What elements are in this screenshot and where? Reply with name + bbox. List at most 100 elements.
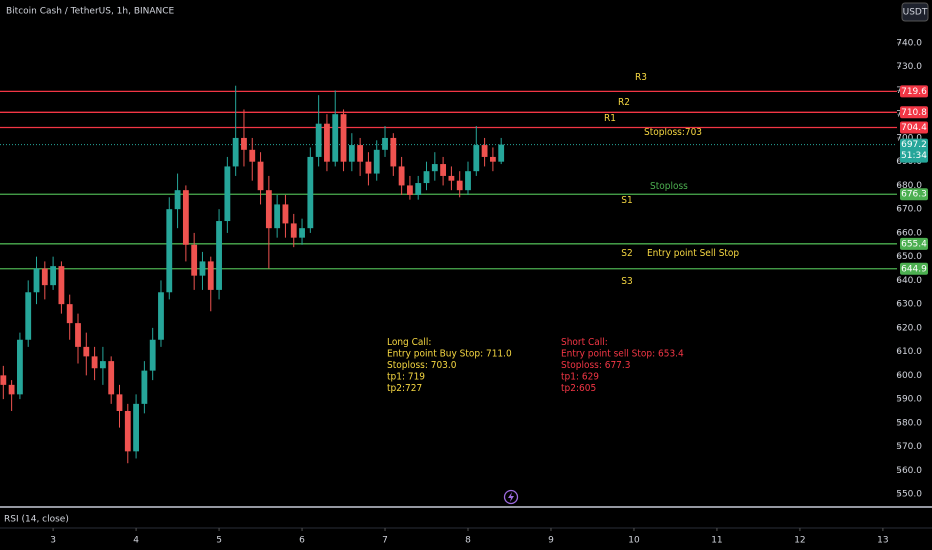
y-tick-label: 590.0 (896, 395, 922, 405)
call-note: Entry point sell Stop: 653.4 (561, 349, 684, 360)
level-note: Stoploss (650, 181, 688, 192)
price-label: 644.9 (901, 264, 927, 274)
x-tick-label: 13 (877, 536, 888, 546)
y-tick-label: 650.0 (896, 252, 922, 262)
candle-body (448, 175, 455, 181)
call-note: Short Call: (561, 337, 608, 348)
y-tick-label: 700.0 (896, 133, 922, 143)
y-tick-label: 610.0 (896, 347, 922, 357)
candle-body (149, 339, 156, 371)
candle-body (224, 166, 231, 222)
call-note: tp2:605 (561, 383, 596, 394)
lightning-icon[interactable] (503, 489, 519, 505)
candle-body (382, 137, 388, 150)
level-note: Stoploss:703 (644, 127, 702, 138)
candle-body (0, 375, 7, 385)
level-note: S3 (621, 276, 632, 287)
candle-body (25, 292, 32, 340)
candle-body (141, 370, 148, 404)
candle-body (108, 361, 115, 395)
level-note: R2 (618, 97, 630, 108)
x-tick-label: 6 (299, 536, 305, 546)
candle-body (440, 164, 447, 176)
level-note: S1 (621, 195, 632, 206)
x-tick-label: 12 (794, 536, 805, 546)
price-label: 719.6 (901, 87, 927, 97)
candle-body (324, 123, 330, 162)
level-note: R1 (604, 113, 616, 124)
y-tick-label: 570.0 (896, 442, 922, 452)
currency-label: USDT (903, 8, 928, 18)
candle-body (274, 204, 281, 229)
call-note: Entry point Buy Stop: 711.0 (387, 349, 512, 360)
candle-body (174, 190, 181, 210)
candle-body (91, 356, 98, 369)
candle-body (99, 361, 106, 369)
price-label-box (900, 262, 928, 275)
candle-body (365, 161, 372, 174)
candle-body (315, 123, 322, 157)
candle-body (116, 394, 123, 411)
y-tick-label: 640.0 (896, 276, 922, 286)
candle-body (456, 180, 463, 191)
level-note: Entry point Sell Stop (647, 248, 739, 259)
price-label: 710.8 (901, 108, 927, 118)
price-label-box (900, 121, 928, 134)
currency-button[interactable] (901, 2, 929, 22)
countdown-label: 51:34 (901, 151, 927, 161)
candle-body (166, 209, 173, 293)
call-note: tp1: 629 (561, 372, 599, 383)
candle-body (191, 244, 198, 276)
x-tick-label: 10 (628, 536, 640, 546)
candle-body (33, 268, 40, 293)
candle-body (489, 156, 496, 162)
candle-body (249, 149, 256, 162)
price-label-box (900, 106, 928, 119)
candle-body (182, 190, 189, 245)
candle-body (373, 149, 380, 174)
y-tick-label: 680.0 (896, 181, 922, 191)
last-price-label: 697.2 (901, 140, 927, 150)
y-tick-label: 740.0 (896, 38, 922, 48)
candle-body (133, 403, 139, 452)
call-note: Stoploss: 677.3 (561, 360, 630, 371)
x-tick-label: 11 (711, 536, 722, 546)
candle-body (307, 156, 314, 229)
candle-body (431, 164, 438, 172)
candle-body (481, 145, 488, 157)
call-note: tp1: 719 (387, 372, 425, 383)
y-tick-label: 630.0 (896, 300, 922, 310)
y-tick-label: 580.0 (896, 418, 922, 428)
candle-body (390, 137, 397, 167)
chart-title: Bitcoin Cash / TetherUS, 1h, BINANCE (6, 7, 175, 17)
candle-body (407, 185, 413, 195)
price-label-box (900, 237, 928, 250)
candle-body (241, 137, 247, 150)
price-label: 676.3 (901, 190, 927, 200)
y-tick-label: 620.0 (896, 323, 922, 333)
candle-body (207, 261, 214, 290)
y-tick-label: 660.0 (896, 228, 922, 238)
candle-body (290, 223, 297, 238)
candle-body (398, 166, 405, 186)
candle-body (50, 266, 57, 286)
candle-body (199, 261, 206, 276)
candle-body (58, 266, 65, 305)
price-label: 655.4 (901, 239, 927, 249)
y-tick-label: 600.0 (896, 371, 922, 381)
y-tick-label: 550.0 (896, 490, 922, 500)
price-label: 704.4 (901, 123, 927, 133)
candle-body (124, 410, 131, 452)
candle-body (357, 145, 364, 162)
call-note: Long Call: (387, 337, 431, 348)
candle-body (216, 221, 222, 290)
candle-body (299, 228, 305, 238)
candle-body (332, 114, 339, 162)
call-note: Stoploss: 703.0 (387, 360, 457, 371)
level-note: S2 (621, 248, 632, 259)
candle-body (340, 114, 347, 162)
candle-body (41, 268, 48, 286)
candle-body (8, 384, 15, 395)
